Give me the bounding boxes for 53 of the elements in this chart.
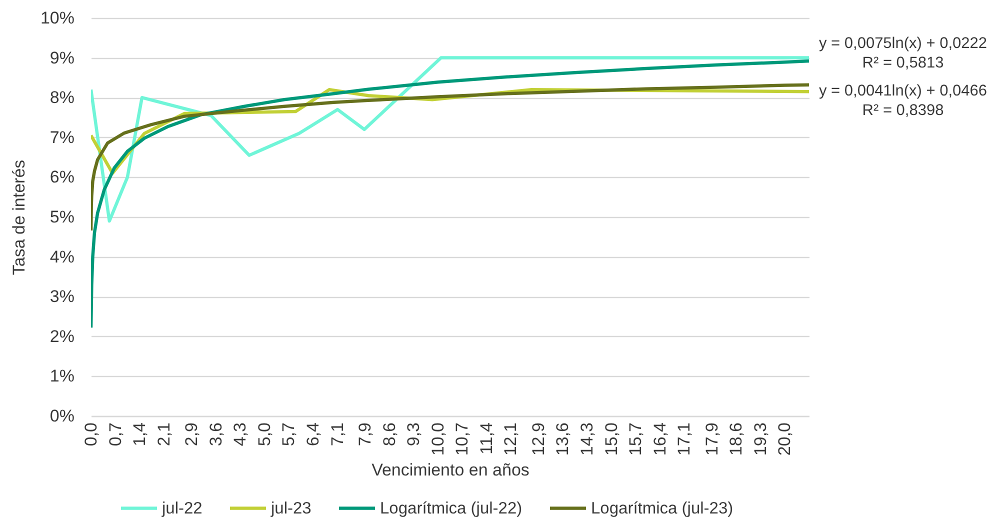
y-tick-label: 8%: [50, 88, 74, 108]
y-tick-label: 7%: [50, 128, 74, 147]
x-tick-label: 17,9: [702, 422, 722, 456]
y-axis-title: Tasa de interés: [9, 160, 28, 276]
text: R² = 0,5813: [862, 54, 944, 72]
x-axis-title: Vencimiento en años: [372, 460, 530, 480]
x-tick-label: 7,1: [328, 422, 347, 446]
text: y = 0,0075ln(x) + 0,0222: [818, 35, 988, 52]
x-tick-label: 11,4: [476, 422, 496, 454]
x-tick-label: 8,6: [380, 422, 399, 446]
line-series: [91, 83, 809, 232]
legend-label: Logarítmica (jul-23): [591, 499, 734, 518]
text: R² = 0,8398: [862, 102, 944, 119]
x-tick-label: 13,6: [553, 422, 572, 456]
text: y = 0,0041ln(x) + 0,0466: [818, 82, 988, 100]
x-tick-label: 3,6: [206, 422, 226, 446]
x-tick-label: 0,7: [106, 422, 125, 446]
legend-label: Logarítmica (jul-22): [380, 499, 522, 518]
x-tick-label: 2,1: [154, 422, 174, 446]
y-tick-label: 0%: [50, 406, 74, 426]
x-tick-label: 1,4: [130, 422, 150, 446]
x-tick-label: 16,4: [650, 422, 670, 456]
y-tick-label: 4%: [50, 247, 74, 266]
x-tick-label: 5,0: [254, 422, 274, 446]
legend-label: jul-22: [161, 499, 202, 518]
x-tick-label: 15,0: [602, 422, 621, 456]
x-tick-label: 17,1: [674, 422, 694, 456]
x-tick-label: 2,9: [182, 422, 202, 446]
x-tick-label: 10,7: [452, 422, 472, 456]
x-tick-label: 5,7: [279, 422, 298, 446]
y-tick-label: 2%: [50, 326, 74, 346]
x-tick-label: 0,0: [82, 422, 100, 446]
x-tick-label: 15,7: [626, 422, 646, 456]
x-tick-label: 9,3: [404, 422, 424, 446]
x-tick-label: 19,3: [750, 422, 770, 456]
legend-label: jul-23: [270, 499, 312, 518]
x-tick-label: 10,0: [428, 422, 448, 456]
y-tick-label: 5%: [50, 208, 74, 226]
y-tick-label: 6%: [50, 168, 74, 187]
y-tick-label: 1%: [50, 366, 74, 386]
line-series: [91, 56, 809, 223]
x-tick-label: 14,3: [578, 422, 597, 456]
x-tick-label: 18,6: [726, 422, 746, 456]
x-tick-label: 12,9: [528, 422, 548, 456]
x-tick-label: 6,4: [303, 422, 322, 446]
y-tick-label: 3%: [50, 287, 74, 306]
line-series: [91, 59, 809, 330]
x-tick-label: 12,1: [501, 422, 520, 456]
x-tick-label: 20,0: [775, 422, 794, 456]
y-tick-label: 10%: [40, 8, 74, 28]
x-tick-label: 4,3: [230, 422, 250, 446]
x-tick-label: 7,9: [356, 422, 375, 446]
y-tick-label: 9%: [50, 48, 74, 68]
